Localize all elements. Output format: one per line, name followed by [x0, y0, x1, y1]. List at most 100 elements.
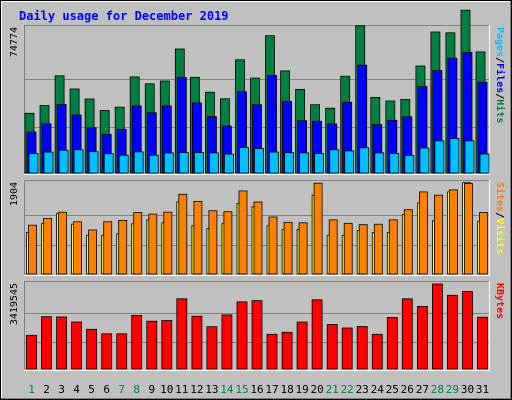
bar-visits-sites-28: [433, 194, 443, 275]
bar-visits-sites-26: [403, 209, 413, 275]
bar-visits-sites-15: [238, 190, 248, 275]
legend-visits: Sites/Visits: [494, 182, 506, 254]
bar-hits-pages-19: [299, 152, 310, 174]
bar-kbytes-kbytes-9: [146, 320, 158, 370]
bar-kbytes-kbytes-24: [371, 333, 383, 370]
legend-part-visits-0: Sites: [494, 182, 506, 212]
x-tick-label-9: 9: [148, 383, 155, 396]
x-axis-labels: 1 2 3 4 5 6 7 8 9 10 11 12 13 14 15 16 17 18 19 20 21 22 23 24 2…: [28, 383, 489, 396]
x-tick-label-10: 10: [160, 383, 173, 396]
legend-kbytes: KBytes: [494, 283, 505, 319]
bar-kbytes-kbytes-22: [341, 327, 353, 370]
x-tick-label-31: 31: [476, 383, 489, 396]
bar-visits-sites-17: [268, 216, 278, 275]
x-tick-label-4: 4: [73, 383, 80, 396]
bar-kbytes-kbytes-8: [131, 314, 143, 370]
bar-visits-sites-20: [313, 182, 323, 275]
legend-part-visits-1: /: [494, 212, 505, 218]
bar-visits-sites-4: [73, 221, 82, 275]
bar-hits-pages-29: [449, 138, 460, 174]
panel-kbytes: 3419545 KBytes: [9, 281, 505, 371]
legend-hits: Pages/Files/Hits: [494, 27, 506, 123]
bar-visits-sites-23: [358, 224, 368, 275]
bar-kbytes-kbytes-6: [101, 333, 113, 370]
x-tick-label-6: 6: [103, 383, 110, 396]
x-tick-label-24: 24: [371, 383, 385, 396]
bar-kbytes-kbytes-18: [281, 331, 293, 370]
bar-kbytes-kbytes-14: [221, 314, 233, 370]
bar-kbytes-kbytes-26: [401, 298, 413, 370]
legend-part-hits-4: Hits: [494, 99, 506, 123]
x-tick-label-30: 30: [461, 383, 474, 396]
bar-hits-pages-26: [404, 154, 415, 174]
x-tick-label-29: 29: [446, 383, 459, 396]
bar-kbytes-kbytes-5: [86, 328, 97, 370]
bar-hits-pages-9: [148, 154, 159, 174]
bar-hits-pages-22: [344, 150, 355, 174]
x-tick-label-18: 18: [280, 383, 293, 396]
x-tick-label-8: 8: [133, 383, 140, 396]
bar-visits-sites-11: [178, 193, 188, 275]
bar-kbytes-kbytes-4: [71, 321, 82, 370]
bar-visits-sites-3: [58, 211, 67, 275]
bar-visits-sites-12: [193, 201, 203, 275]
bar-visits-sites-19: [298, 222, 308, 275]
bar-hits-pages-31: [479, 153, 490, 174]
bar-hits-pages-14: [223, 153, 234, 174]
x-tick-label-27: 27: [416, 383, 429, 396]
y-max-label-visits: 1904: [9, 182, 20, 206]
bar-hits-pages-1: [28, 153, 39, 174]
bar-visits-sites-18: [283, 221, 293, 275]
bar-kbytes-kbytes-31: [477, 316, 488, 370]
x-tick-label-1: 1: [28, 383, 35, 396]
bar-visits-sites-14: [223, 211, 233, 275]
bar-visits-sites-22: [343, 222, 353, 275]
bar-visits-sites-31: [479, 212, 488, 275]
bar-hits-pages-21: [329, 149, 340, 174]
bar-hits-pages-28: [434, 140, 445, 174]
bar-hits-pages-16: [254, 148, 264, 174]
x-tick-label-19: 19: [295, 383, 308, 396]
bar-hits-pages-8: [133, 151, 144, 174]
x-tick-label-12: 12: [190, 383, 203, 396]
x-tick-label-14: 14: [220, 383, 234, 396]
bar-hits-pages-30: [464, 140, 475, 174]
bar-visits-sites-1: [28, 224, 37, 275]
bar-hits-pages-15: [239, 147, 249, 174]
x-tick-label-7: 7: [118, 383, 125, 396]
legend-part-hits-0: Pages: [494, 27, 505, 57]
x-tick-label-15: 15: [235, 383, 248, 396]
x-tick-label-13: 13: [205, 383, 218, 396]
x-tick-label-16: 16: [250, 383, 263, 396]
bar-visits-sites-16: [253, 201, 263, 275]
x-tick-label-22: 22: [341, 383, 354, 396]
bar-kbytes-kbytes-15: [236, 301, 248, 370]
bar-kbytes-kbytes-23: [356, 326, 368, 370]
bar-visits-sites-24: [373, 223, 383, 275]
bar-hits-pages-6: [103, 153, 114, 174]
x-tick-label-25: 25: [386, 383, 399, 396]
bar-kbytes-kbytes-11: [176, 298, 188, 370]
x-tick-label-28: 28: [431, 383, 444, 396]
bar-kbytes-kbytes-1: [26, 334, 37, 370]
bar-visits-sites-6: [103, 221, 113, 275]
bar-visits-sites-21: [328, 219, 338, 275]
x-tick-label-5: 5: [88, 383, 95, 396]
bar-kbytes-kbytes-27: [416, 305, 428, 370]
bar-kbytes-kbytes-20: [311, 299, 323, 370]
bar-kbytes-kbytes-25: [386, 316, 398, 370]
bar-visits-sites-30: [464, 183, 473, 275]
bar-visits-sites-8: [133, 212, 143, 275]
legend-part-kbytes-0: KBytes: [494, 283, 505, 319]
legend-part-hits-3: /: [494, 93, 505, 99]
bar-hits-pages-11: [178, 152, 189, 174]
x-tick-label-23: 23: [356, 383, 369, 396]
bar-visits-sites-27: [418, 191, 428, 275]
chart-title: Daily usage for December 2019: [19, 9, 229, 23]
bar-kbytes-kbytes-10: [161, 320, 173, 370]
bar-hits-pages-27: [419, 147, 430, 174]
x-tick-label-11: 11: [175, 383, 188, 396]
bar-visits-sites-10: [163, 211, 173, 275]
x-tick-label-21: 21: [326, 383, 339, 396]
